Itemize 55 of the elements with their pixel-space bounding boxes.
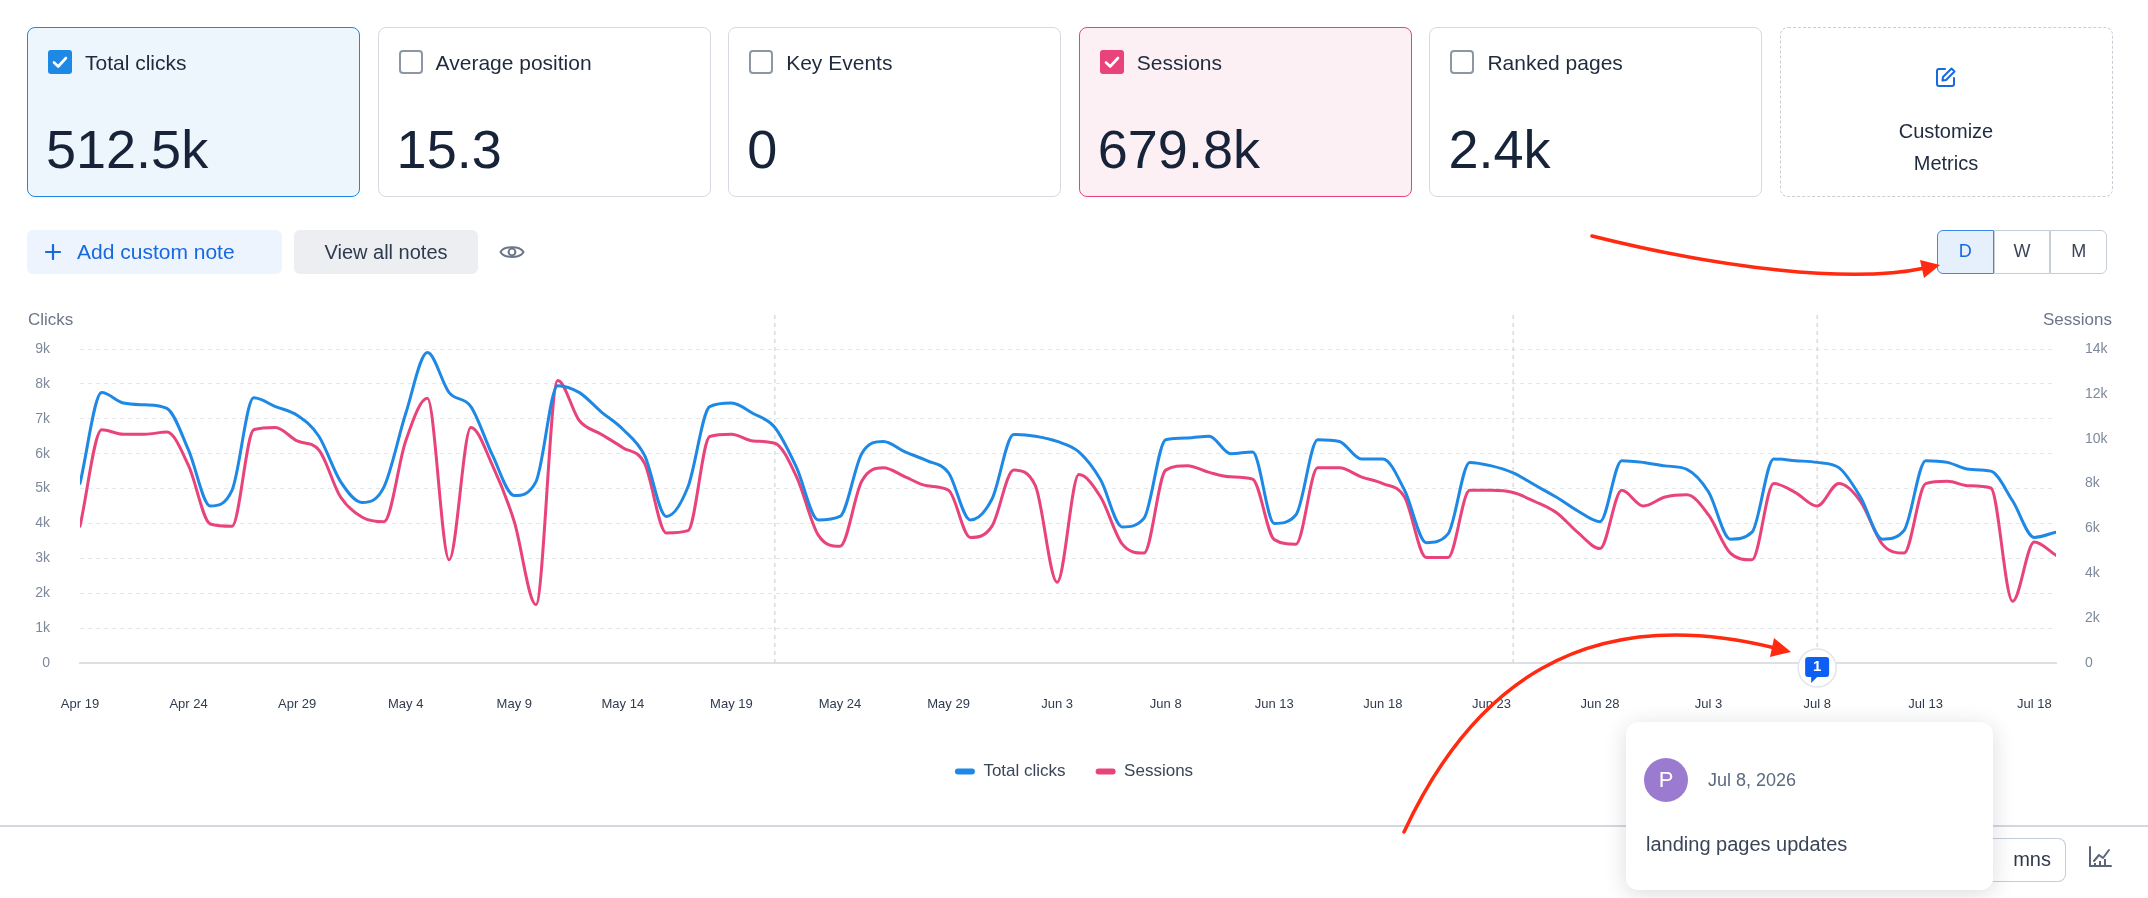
y-axis-title: Clicks	[28, 309, 74, 329]
y-tick-label: 3k	[35, 549, 51, 566]
x-tick-label: Jun 28	[1580, 696, 1620, 712]
y2-tick-label: 12k	[2085, 384, 2109, 401]
x-tick-label: May 14	[601, 696, 645, 712]
y2-tick-label: 2k	[2085, 609, 2101, 625]
view-notes-button: View all notes	[294, 230, 478, 274]
ref-line-label: 1	[1812, 657, 1822, 675]
y2-tick-label: 10k	[2085, 429, 2109, 446]
x-tick-label: May 24	[818, 696, 862, 712]
legend-label: Sessions	[1124, 761, 1194, 781]
y2-tick-label: 14k	[2085, 339, 2109, 356]
add-note-button: Add custom note	[27, 230, 282, 274]
x-tick-label: Apr 24	[169, 696, 208, 712]
note-popup: P Jul 8, 2026 landing pages updates	[1626, 722, 1993, 890]
y2-axis-title: Sessions	[2043, 309, 2112, 329]
y-tick-label: 1k	[35, 618, 51, 635]
y2-tick-label: 0	[2085, 653, 2093, 670]
button: mns	[1993, 838, 2066, 882]
y-tick-label: 5k	[35, 479, 51, 496]
legend-label: Total clicks	[983, 761, 1066, 781]
line-series	[80, 350, 2056, 545]
y-tick-label: 2k	[35, 584, 51, 601]
customize-card: Customize Metrics	[1780, 27, 2113, 197]
x-tick-label: Jun 18	[1363, 696, 1403, 712]
avatar: P	[1644, 758, 1688, 802]
metric-card: Sessions 679.8k	[1078, 27, 1412, 197]
x-tick-label: Jul 18	[2016, 696, 2052, 712]
metric-card: Key Events 0	[728, 27, 1062, 197]
metric-card: Average position 15.3	[377, 27, 711, 197]
y-tick-label: 9k	[35, 339, 51, 356]
x-tick-label: May 29	[927, 696, 970, 712]
x-tick-label: Jun 13	[1254, 696, 1294, 712]
y-tick-label: 7k	[35, 409, 51, 426]
x-tick-label: May 9	[496, 696, 532, 712]
x-tick-label: Jul 13	[1908, 696, 1944, 712]
x-tick-label: Jun 8	[1149, 696, 1182, 712]
metric-card: Total clicks 512.5k	[27, 27, 360, 197]
x-tick-label: Apr 19	[60, 696, 100, 712]
x-tick-label: May 19	[710, 696, 753, 712]
x-tick-label: Jul 8	[1803, 696, 1831, 712]
y-tick-label: 8k	[35, 374, 51, 391]
y2-tick-label: 8k	[2085, 474, 2101, 491]
y-tick-label: 0	[42, 653, 51, 670]
period-toggle: D W M	[1937, 230, 2107, 274]
x-tick-label: Apr 29	[277, 696, 317, 712]
metric-card: Ranked pages 2.4k	[1429, 27, 1763, 197]
x-tick-label: Jul 3	[1694, 696, 1723, 712]
y2-tick-label: 4k	[2085, 564, 2101, 581]
line-series	[80, 378, 2056, 607]
y-tick-label: 4k	[35, 514, 51, 531]
x-tick-label: Jun 3	[1041, 696, 1074, 712]
y-tick-label: 6k	[35, 444, 51, 461]
x-tick-label: May 4	[388, 696, 424, 712]
y2-tick-label: 6k	[2085, 519, 2101, 536]
